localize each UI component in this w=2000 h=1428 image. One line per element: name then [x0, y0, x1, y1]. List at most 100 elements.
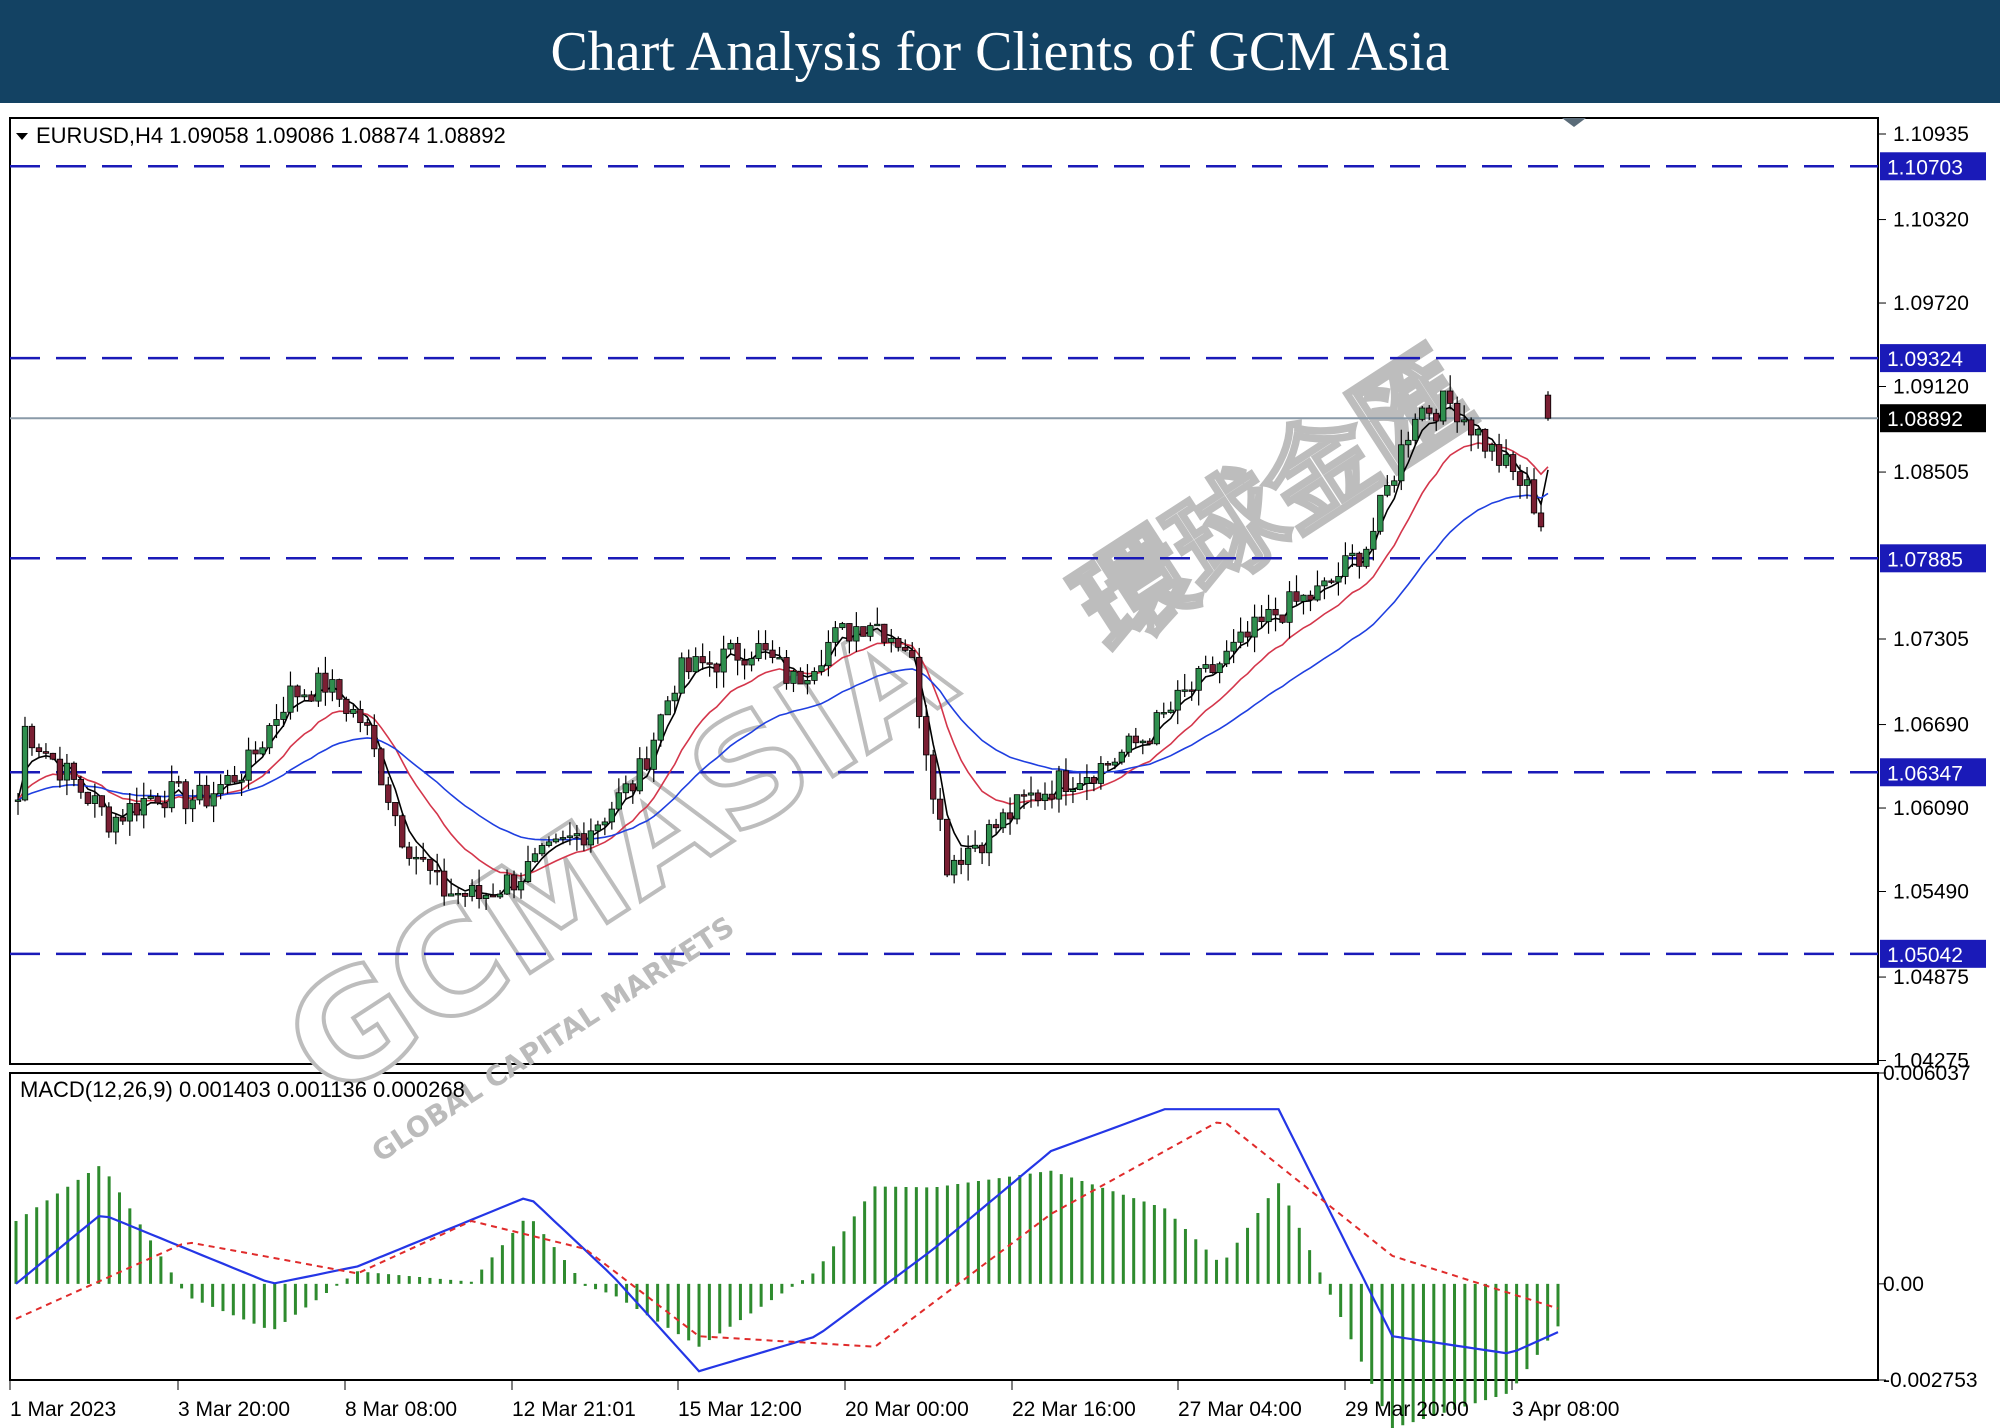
- candle-body: [1139, 740, 1146, 744]
- candle-body: [203, 784, 210, 807]
- candle-body: [371, 724, 378, 750]
- candle-body: [1132, 735, 1139, 744]
- candle-body: [964, 847, 972, 865]
- candle-body: [1006, 812, 1014, 820]
- candle-body: [461, 892, 469, 897]
- candle-body: [1153, 712, 1160, 745]
- candle-body: [888, 638, 895, 643]
- candle-body: [1034, 792, 1042, 802]
- level-label: 1.07885: [1887, 548, 1963, 571]
- chart-area[interactable]: GCMASIA GLOBAL CAPITAL MARKETS 環球金匯 1.10…: [0, 103, 2000, 1428]
- candle-body: [112, 816, 119, 833]
- candle-body: [385, 784, 392, 803]
- candle-body: [196, 784, 203, 801]
- candle-body: [1474, 428, 1482, 436]
- candle-body: [1013, 794, 1021, 820]
- candle-body: [1048, 793, 1056, 800]
- candle-body: [1104, 763, 1112, 766]
- ma-fast-line: [17, 406, 1549, 896]
- candles-layer: [14, 375, 1552, 910]
- candle-body: [1118, 751, 1125, 763]
- candle-body: [63, 762, 71, 781]
- candle-body: [105, 806, 112, 833]
- candle-body: [308, 694, 315, 702]
- candle-body: [1293, 591, 1300, 602]
- candle-body: [1412, 418, 1419, 441]
- candle-body: [189, 799, 196, 810]
- candle-body: [1181, 689, 1188, 692]
- y-tick-label: 1.10935: [1893, 123, 1969, 146]
- candle-body: [1468, 419, 1475, 436]
- candle-body: [454, 892, 462, 896]
- candle-body: [35, 747, 43, 753]
- candle-body: [1188, 689, 1195, 692]
- candle-body: [280, 711, 287, 720]
- candle-body: [783, 657, 790, 684]
- candle-body: [1356, 552, 1363, 567]
- candle-body: [1398, 444, 1405, 482]
- candle-body: [301, 694, 308, 698]
- candle-body: [1167, 709, 1174, 713]
- candle-body: [329, 679, 336, 693]
- candle-body: [140, 798, 147, 816]
- candle-body: [566, 835, 574, 838]
- candle-body: [999, 812, 1007, 829]
- level-label: 1.09324: [1887, 348, 1963, 371]
- candle-body: [1328, 580, 1335, 583]
- candle-body: [650, 739, 657, 770]
- candle-body: [1300, 594, 1307, 602]
- candle-body: [1286, 591, 1293, 623]
- candle-body: [28, 725, 36, 749]
- macd-info: MACD(12,26,9) 0.001403 0.001136 0.000268: [20, 1077, 465, 1102]
- candle-body: [1335, 576, 1342, 583]
- candle-body: [1244, 631, 1251, 638]
- price-panel[interactable]: [9, 117, 1879, 1065]
- candle-body: [594, 824, 602, 832]
- candle-body: [895, 638, 902, 648]
- candle-body: [175, 781, 182, 784]
- candle-body: [678, 657, 685, 694]
- candle-body: [874, 623, 881, 627]
- candle-body: [1237, 631, 1244, 643]
- axis-layer: 1.10935 1.10320 1.09720 1.09120 1.08505 1.073…: [9, 123, 1986, 1421]
- macd-layer: [14, 1108, 1560, 1428]
- candle-body: [1509, 454, 1517, 473]
- candle-body: [475, 885, 483, 899]
- candle-body: [406, 846, 413, 859]
- candle-body: [133, 803, 140, 816]
- macd-line: [15, 1108, 1559, 1373]
- macd-panel[interactable]: [9, 1072, 1879, 1381]
- candle-body: [1083, 777, 1091, 784]
- candle-body: [364, 722, 371, 726]
- candle-body: [217, 784, 224, 795]
- symbol-dropdown-icon[interactable]: [16, 133, 28, 140]
- candle-body: [1488, 444, 1496, 452]
- candle-body: [1202, 664, 1209, 669]
- candle-body: [1041, 793, 1049, 802]
- candle-body: [350, 708, 357, 714]
- level-label-box: [1880, 152, 1986, 181]
- candle-body: [252, 749, 259, 755]
- candle-body: [1307, 594, 1314, 601]
- candle-body: [1069, 789, 1077, 792]
- candle-body: [168, 781, 175, 809]
- candle-body: [538, 845, 546, 855]
- candle-body: [1433, 412, 1440, 422]
- candle-body: [273, 719, 280, 726]
- candle-body: [867, 625, 874, 637]
- candle-body: [1349, 552, 1356, 557]
- candle-body: [706, 662, 713, 665]
- x-tick-label: 22 Mar 16:00: [1012, 1398, 1136, 1421]
- candle-body: [804, 680, 811, 685]
- candle-body: [811, 671, 818, 681]
- candle-body: [846, 623, 853, 642]
- x-tick-label: 1 Mar 2023: [10, 1398, 116, 1421]
- candle-body: [468, 885, 476, 897]
- candle-body: [126, 803, 133, 822]
- candle-body: [336, 679, 343, 700]
- candle-body: [615, 792, 622, 810]
- candle-body: [797, 670, 804, 685]
- chart-shift-icon[interactable]: [1562, 118, 1586, 127]
- candle-body: [1342, 555, 1349, 577]
- candle-body: [1097, 763, 1105, 784]
